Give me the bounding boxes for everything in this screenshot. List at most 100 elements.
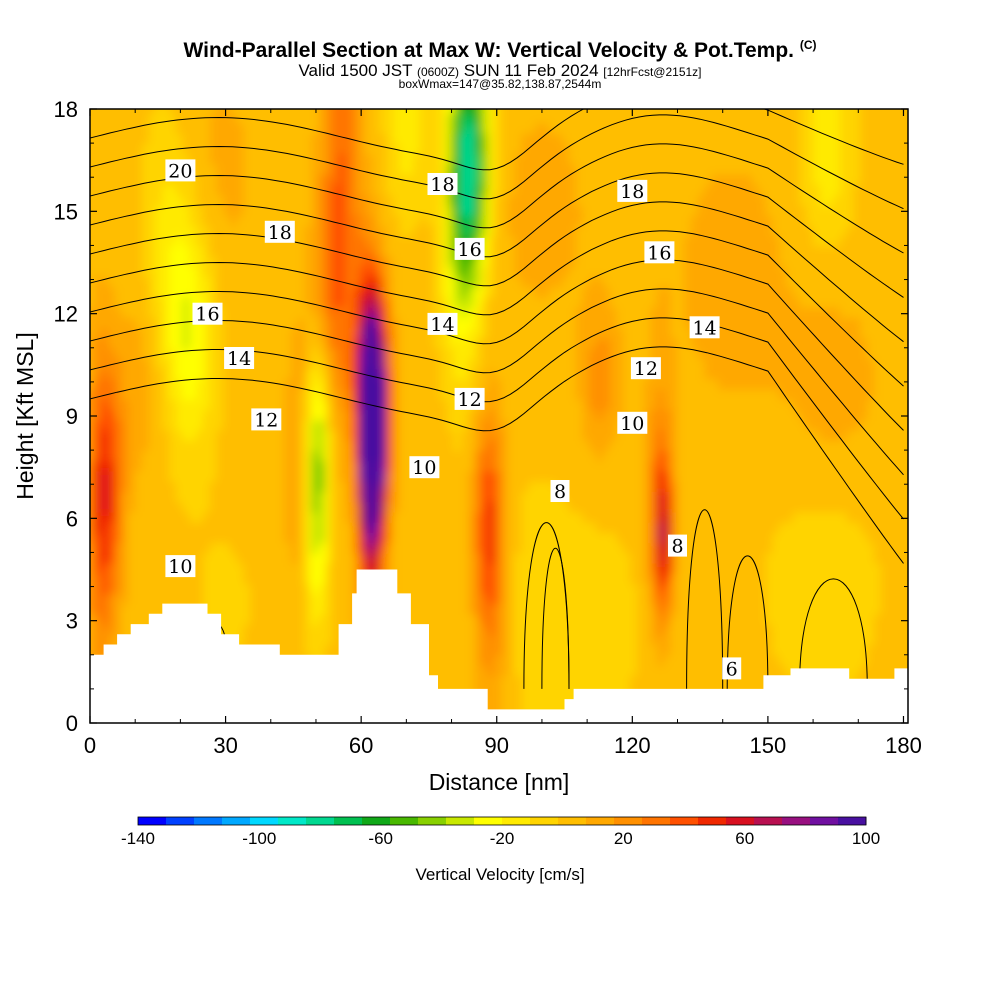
x-tick-label: 0 — [84, 733, 96, 758]
x-axis-title: Distance [nm] — [429, 769, 570, 795]
y-axis: 0 3 6 9 12 15 18 — [54, 97, 908, 736]
colorbar-swatch — [586, 817, 615, 825]
colorbar-swatch — [726, 817, 755, 825]
contour-label: 18 — [264, 220, 295, 244]
colorbar-swatch — [782, 817, 811, 825]
contour-label: 14 — [427, 312, 458, 336]
x-tick-label: 180 — [885, 733, 922, 758]
contour-label-text: 12 — [458, 389, 482, 411]
box-info: boxWmax=147@35.82,138.87,2544m — [398, 77, 602, 91]
y-tick-label: 12 — [54, 302, 78, 327]
contour-label-text: 10 — [620, 413, 644, 435]
contour-label: 12 — [630, 357, 661, 380]
colorbar-swatch — [138, 817, 167, 825]
contour-label-text: 10 — [168, 556, 192, 578]
colorbar-swatch — [502, 817, 531, 825]
contour-label-text: 18 — [268, 222, 292, 244]
colorbar-frame — [137, 816, 867, 826]
contour-label-text: 18 — [430, 174, 454, 196]
x-tick-label: 30 — [213, 733, 237, 758]
colorbar-swatch — [810, 817, 839, 825]
colorbar-tick-label: -20 — [490, 829, 515, 848]
contour-label: 16 — [192, 302, 223, 326]
y-tick-label: 9 — [66, 404, 78, 429]
colorbar-tick-label: 20 — [614, 829, 633, 848]
terrain-mask — [90, 569, 908, 723]
colorbar-swatch — [642, 817, 671, 825]
colorbar-swatch — [474, 817, 503, 825]
contour-label: 20 — [165, 159, 196, 182]
chart-subtitle: Valid 1500 JST (0600Z) SUN 11 Feb 2024 [… — [0, 61, 1000, 81]
valid-utc: (0600Z) — [416, 65, 459, 79]
contour-label-text: 14 — [693, 317, 717, 339]
colorbar-swatch — [390, 817, 419, 825]
contour-label: 14 — [689, 316, 720, 339]
y-tick-label: 15 — [54, 199, 78, 224]
colorbar-swatch — [754, 817, 783, 825]
colorbar-tick-label: 60 — [735, 829, 754, 848]
contour-label-text: 18 — [620, 181, 644, 203]
y-tick-label: 18 — [54, 97, 78, 122]
y-tick-label: 0 — [66, 711, 78, 736]
colorbar-swatch — [446, 817, 475, 825]
chart-title: Wind-Parallel Section at Max W: Vertical… — [0, 38, 1000, 63]
contour-label-text: 10 — [412, 457, 436, 479]
contour-label: 16 — [454, 237, 485, 261]
valid-date: SUN 11 Feb 2024 — [463, 61, 599, 80]
contour-label-text: 6 — [726, 658, 738, 680]
contour-label-text: 16 — [195, 304, 219, 326]
y-tick-label: 3 — [66, 609, 78, 634]
x-axis: 0 30 60 90 120 150 180 — [84, 109, 922, 758]
colorbar-swatch — [194, 817, 223, 825]
colorbar-swatch — [418, 817, 447, 825]
y-axis-title: Height [Kft MSL] — [12, 332, 38, 499]
colorbar-title: Vertical Velocity [cm/s] — [415, 865, 584, 884]
potential-temperature-contours — [90, 109, 904, 689]
colorbar: -140 -100 -60 -20 20 60 100 — [121, 816, 880, 848]
contour-label-text: 8 — [554, 481, 566, 503]
contour-label: 8 — [668, 534, 687, 558]
contour-label: 6 — [722, 657, 742, 680]
colorbar-swatch — [334, 817, 363, 825]
valid-prefix: Valid 1500 JST — [298, 61, 413, 80]
colorbar-swatch — [530, 817, 559, 825]
contour-label-text: 12 — [254, 409, 278, 431]
contour-label: 10 — [409, 456, 440, 479]
contour-label-text: 12 — [634, 358, 658, 380]
contour-label: 18 — [427, 173, 458, 196]
colorbar-swatch — [278, 817, 307, 825]
x-tick-label: 90 — [484, 733, 508, 758]
x-tick-label: 60 — [349, 733, 373, 758]
contour-label-text: 16 — [647, 242, 671, 264]
chart-title-text: Wind-Parallel Section at Max W: Vertical… — [183, 39, 794, 62]
contour-label-text: 16 — [458, 239, 482, 261]
contour-labels: 20 18 18 18 16 16 16 14 14 14 12 12 12 10 10 10 8 8 6 — [165, 159, 742, 680]
colorbar-swatch — [670, 817, 699, 825]
forecast-info: [12hrFcst@2151z] — [603, 65, 702, 79]
contour-label: 12 — [454, 387, 485, 411]
colorbar-tick-label: -140 — [121, 829, 155, 848]
colorbar-swatch — [222, 817, 251, 825]
contour-label: 8 — [550, 480, 570, 503]
colorbar-tick-label: 100 — [852, 829, 880, 848]
colorbar-swatch — [838, 817, 867, 825]
contour-label: 10 — [617, 411, 648, 435]
contour-label-text: 20 — [168, 160, 192, 182]
contour-label: 18 — [617, 179, 648, 203]
colorbar-swatch — [558, 817, 587, 825]
x-tick-label: 120 — [614, 733, 651, 758]
contour-label-text: 14 — [430, 314, 454, 336]
colorbar-swatch — [250, 817, 279, 825]
contour-label: 10 — [165, 555, 196, 578]
contour-label: 16 — [644, 241, 675, 264]
colorbar-swatch — [614, 817, 643, 825]
contour-label-text: 8 — [671, 536, 683, 558]
colorbar-tick-label: -60 — [368, 829, 393, 848]
colorbar-swatch — [698, 817, 727, 825]
x-tick-label: 150 — [750, 733, 787, 758]
colorbar-swatch — [362, 817, 391, 825]
colorbar-swatch — [166, 817, 195, 825]
contour-label: 14 — [224, 347, 255, 370]
contour-label-text: 14 — [227, 348, 251, 370]
